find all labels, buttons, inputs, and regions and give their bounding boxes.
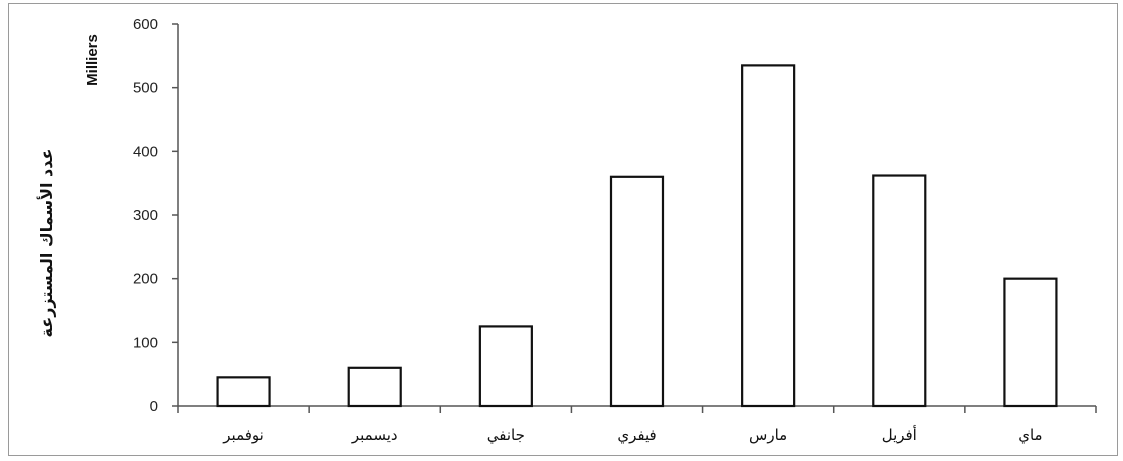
chart-frame (8, 3, 1118, 456)
bar (1003, 277, 1058, 408)
y-tick-label: 0 (150, 398, 158, 415)
y-tick-label: 100 (133, 334, 158, 351)
y-tick-label: 200 (133, 271, 158, 288)
bar (478, 325, 533, 408)
bar (609, 175, 665, 408)
x-tick-label: فيفري (617, 426, 656, 445)
bars (216, 64, 1058, 408)
x-tick-label: مارس (749, 426, 787, 444)
bar (872, 174, 927, 408)
bar (741, 64, 796, 408)
x-tick-label: ديسمبر (351, 426, 398, 444)
y-tick-label: 400 (133, 143, 158, 160)
x-tick-label: ماي (1018, 426, 1042, 445)
x-tick-label: نوفمبر (222, 426, 264, 444)
x-tick-label: جانفي (487, 426, 525, 445)
bar (347, 366, 402, 408)
y-tick-label: 600 (133, 16, 158, 33)
y-axis-title: عدد الأسماك المستزرعة (37, 149, 56, 338)
y-unit-label: Milliers (84, 34, 101, 86)
y-tick-label: 500 (133, 80, 158, 97)
x-axis: نوفمبر ديسمبر جانفي فيفري مارس أفريل ماي (177, 405, 1097, 445)
x-tick-label: أفريل (882, 425, 917, 444)
y-axis: 0 100 200 300 400 500 600 (133, 16, 179, 415)
y-tick-label: 300 (133, 207, 158, 224)
bar (216, 376, 271, 408)
